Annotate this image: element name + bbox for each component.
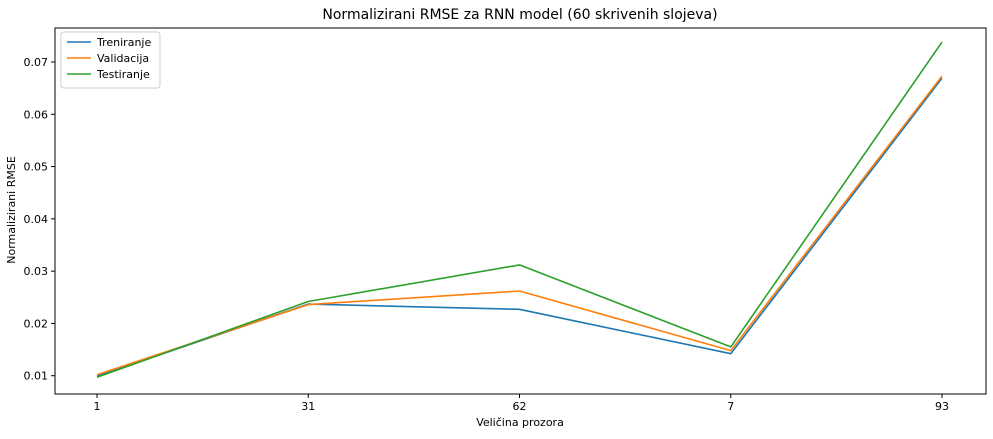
- y-tick-label: 0.05: [24, 161, 49, 174]
- x-tick-label: 93: [935, 400, 949, 413]
- y-tick-label: 0.04: [24, 213, 49, 226]
- y-tick-label: 0.03: [24, 265, 49, 278]
- y-tick-label: 0.07: [24, 56, 49, 69]
- chart-title: Normalizirani RMSE za RNN model (60 skri…: [322, 7, 717, 23]
- x-tick-label: 62: [513, 400, 527, 413]
- series-line-validacija: [96, 75, 943, 376]
- y-tick-label: 0.01: [24, 370, 49, 383]
- x-tick-group: 1 31 62 7 93: [94, 394, 949, 413]
- legend-label: Testiranje: [96, 68, 150, 81]
- legend-label: Treniranje: [96, 36, 151, 49]
- y-axis-label: Normalizirani RMSE: [5, 156, 18, 264]
- y-tick-label: 0.06: [24, 108, 49, 121]
- y-tick-group: 0.01 0.02 0.03 0.04 0.05 0.06 0.07: [24, 56, 55, 383]
- series-group: [96, 41, 943, 379]
- x-axis-label: Veličina prozora: [476, 416, 564, 429]
- plot-area-frame: [54, 27, 987, 395]
- x-tick-label: 7: [727, 400, 734, 413]
- legend: Treniranje Validacija Testiranje: [60, 31, 161, 89]
- x-tick-label: 31: [301, 400, 315, 413]
- x-tick-label: 1: [94, 400, 101, 413]
- y-tick-label: 0.02: [24, 317, 49, 330]
- series-line-testiranje: [96, 41, 943, 379]
- legend-label: Validacija: [97, 52, 149, 65]
